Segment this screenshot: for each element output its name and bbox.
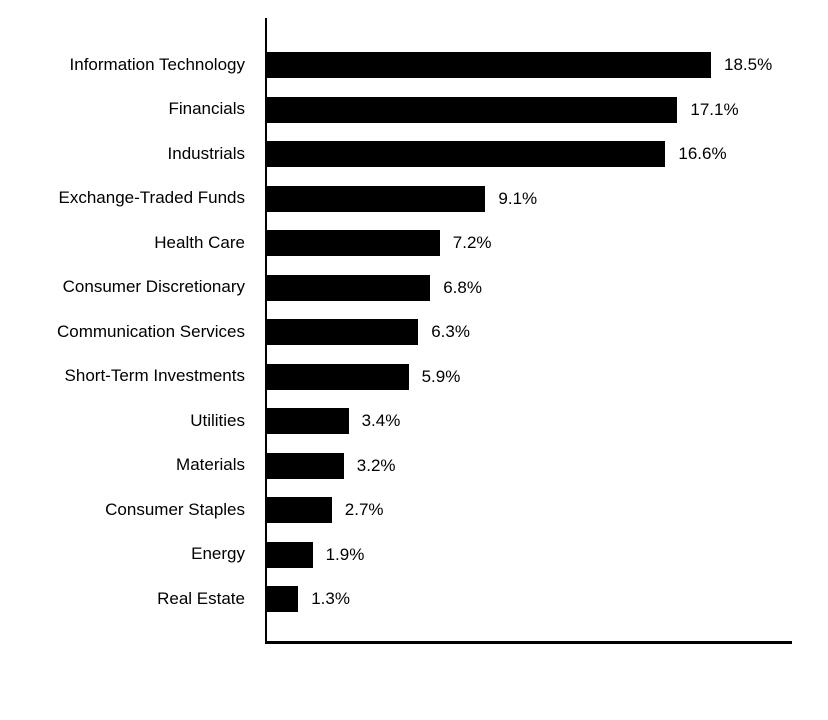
chart-row: Industrials 16.6% (0, 132, 828, 177)
category-label: Financials (168, 99, 245, 119)
value-label: 7.2% (452, 233, 492, 253)
bar (267, 96, 678, 123)
category-label: Communication Services (56, 321, 245, 341)
value-label: 1.9% (325, 544, 365, 564)
bar-area: 16.6% (267, 141, 727, 168)
category-label: Materials (176, 455, 245, 475)
value-label: 17.1% (690, 99, 739, 119)
category-label: Consumer Discretionary (62, 277, 245, 297)
category-label: Short-Term Investments (64, 366, 245, 386)
bar-area: 6.3% (267, 319, 470, 346)
bar (267, 274, 431, 301)
value-label: 18.5% (724, 55, 773, 75)
bar (267, 141, 666, 168)
chart-rows: Information Technology 18.5% Financials … (0, 43, 828, 622)
chart-row: Information Technology 18.5% (0, 43, 828, 88)
bar-area: 18.5% (267, 52, 773, 79)
value-label: 1.3% (311, 589, 350, 609)
value-label: 6.8% (443, 277, 482, 297)
chart-row: Real Estate 1.3% (0, 577, 828, 622)
bar-area: 1.9% (267, 541, 365, 568)
bar-area: 3.2% (267, 452, 396, 479)
chart-row: Consumer Staples 2.7% (0, 488, 828, 533)
bar-area: 9.1% (267, 185, 538, 212)
bar-area: 7.2% (267, 230, 492, 257)
category-label: Industrials (167, 143, 245, 163)
x-axis-line (265, 641, 792, 644)
value-label: 6.3% (431, 322, 470, 342)
chart-row: Communication Services 6.3% (0, 310, 828, 355)
bar (267, 497, 332, 524)
chart-row: Financials 17.1% (0, 88, 828, 133)
bar (267, 363, 409, 390)
bar (267, 185, 486, 212)
bar-area: 5.9% (267, 363, 461, 390)
bar (267, 452, 344, 479)
category-label: Exchange-Traded Funds (58, 188, 245, 208)
chart-row: Exchange-Traded Funds 9.1% (0, 177, 828, 222)
chart-row: Energy 1.9% (0, 533, 828, 578)
category-label: Utilities (190, 410, 245, 430)
category-label: Real Estate (157, 588, 245, 608)
chart-row: Materials 3.2% (0, 444, 828, 489)
bar (267, 230, 440, 257)
category-label: Consumer Staples (105, 499, 245, 519)
value-label: 9.1% (498, 188, 538, 208)
bar-area: 6.8% (267, 274, 482, 301)
bar-area: 1.3% (267, 586, 350, 613)
bar (267, 319, 419, 346)
value-label: 16.6% (678, 144, 727, 164)
category-label: Health Care (154, 232, 245, 252)
bar (267, 586, 299, 613)
value-label: 3.4% (361, 411, 401, 431)
bar (267, 541, 313, 568)
chart-row: Health Care 7.2% (0, 221, 828, 266)
bar (267, 408, 349, 435)
category-label: Energy (191, 544, 245, 564)
category-label: Information Technology (69, 54, 245, 74)
bar-area: 2.7% (267, 497, 384, 524)
y-axis-line (265, 18, 267, 643)
bar-area: 17.1% (267, 96, 739, 123)
chart-row: Utilities 3.4% (0, 399, 828, 444)
chart-row: Short-Term Investments 5.9% (0, 355, 828, 400)
bar-area: 3.4% (267, 408, 401, 435)
bar (267, 52, 711, 79)
value-label: 3.2% (356, 455, 396, 475)
chart-row: Consumer Discretionary 6.8% (0, 266, 828, 311)
value-label: 2.7% (344, 500, 384, 520)
value-label: 5.9% (421, 366, 461, 386)
